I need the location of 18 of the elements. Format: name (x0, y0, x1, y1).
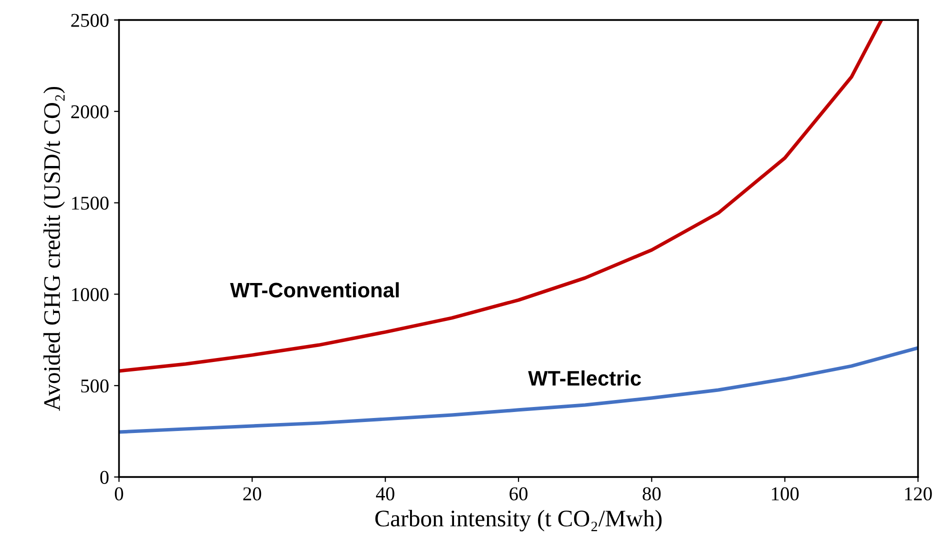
y-axis-title: Avoided GHG credit (USD/t CO₂) (43, 86, 65, 411)
y-tick-label: 2000 (71, 105, 109, 118)
y-tick-label: 1000 (72, 288, 109, 302)
y-tick-label: 2500 (71, 14, 109, 27)
x-axis-title: Carbon intensity (t CO₂/Mwh) (375, 510, 662, 532)
line-series (119, 346, 918, 434)
x-tick-label: 40 (376, 487, 394, 500)
y-tick-label: 500 (81, 379, 109, 393)
x-tick-label: 0 (114, 487, 124, 500)
x-tick-label: 20 (243, 487, 262, 500)
series-label: WT-Electric (528, 370, 641, 386)
x-tick-label: 80 (642, 487, 661, 500)
series-label: WT-Conventional (230, 282, 399, 298)
y-tick-label: 0 (100, 470, 109, 484)
x-tick-label: 120 (905, 487, 932, 500)
x-tick-label: 100 (772, 487, 799, 500)
x-tick-label: 60 (510, 487, 528, 500)
y-tick-label: 1500 (72, 196, 109, 210)
